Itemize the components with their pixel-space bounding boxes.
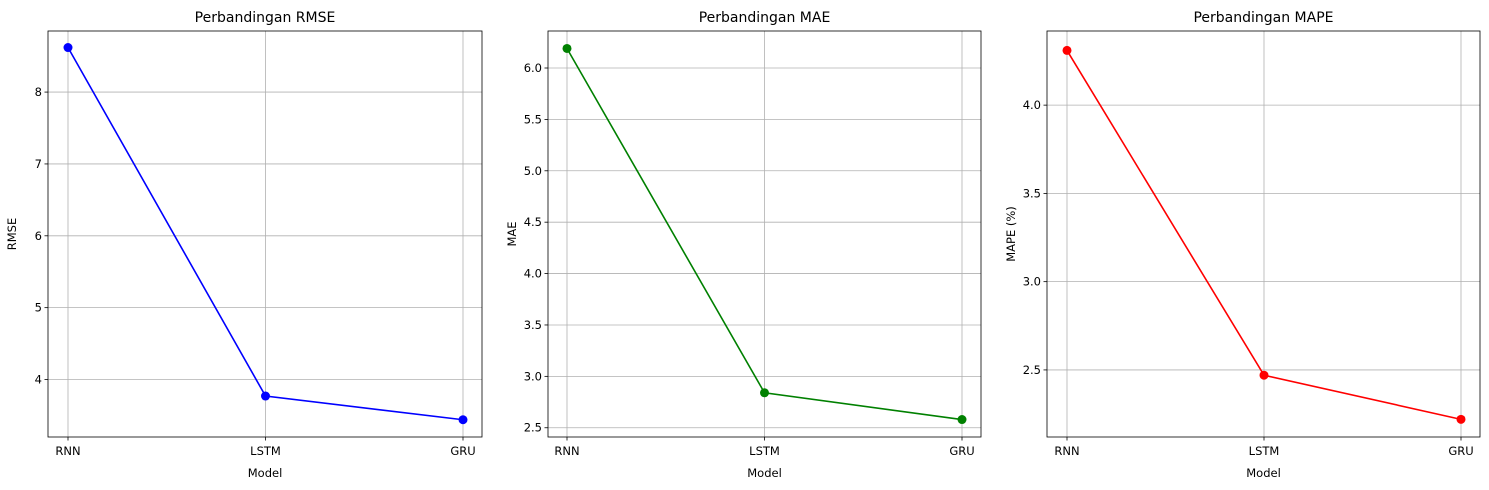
chart-title: Perbandingan RMSE (195, 10, 336, 26)
data-point-gru (458, 415, 468, 425)
y-tick-label: 7 (35, 157, 42, 171)
x-tick-label: GRU (1448, 444, 1473, 458)
x-tick-label: LSTM (1249, 444, 1280, 458)
y-tick-label: 2.5 (1023, 363, 1041, 377)
data-point-rnn (1062, 45, 1072, 55)
y-tick-label: 6.0 (524, 61, 542, 75)
y-tick-label: 5.0 (524, 164, 542, 178)
x-axis-label: Model (1246, 466, 1281, 480)
x-tick-label: RNN (1054, 444, 1079, 458)
y-axis-label: MAE (505, 221, 519, 246)
x-tick-label: GRU (949, 444, 974, 458)
x-tick-label: GRU (450, 444, 475, 458)
x-axis-label: Model (747, 466, 782, 480)
y-tick-label: 3.5 (524, 318, 542, 332)
y-tick-label: 3.5 (1023, 186, 1041, 200)
y-tick-label: 5 (35, 301, 42, 315)
x-tick-label: LSTM (250, 444, 281, 458)
data-point-lstm (1259, 370, 1269, 380)
data-point-rnn (63, 43, 73, 53)
rmse-chart: 4 5 6 7 8 RNN LSTM GRU Perbandingan RMSE Model RMS… (5, 10, 483, 480)
data-point-lstm (261, 391, 270, 401)
y-tick-label: 5.5 (524, 112, 542, 126)
y-tick-label: 6 (35, 229, 42, 243)
x-tick-label: LSTM (749, 444, 780, 458)
chart-title: Perbandingan MAE (699, 10, 831, 26)
y-tick-label: 3.0 (524, 369, 542, 383)
y-axis-label: RMSE (5, 218, 19, 250)
y-tick-label: 2.5 (524, 421, 542, 435)
x-tick-label: RNN (55, 444, 80, 458)
axes-frame (1046, 30, 1481, 438)
y-tick-label: 4.0 (524, 267, 542, 281)
y-tick-label: 4.5 (524, 215, 542, 229)
data-point-gru (957, 415, 967, 425)
y-tick-label: 3.0 (1023, 275, 1041, 289)
axes-frame (47, 30, 483, 438)
chart-title: Perbandingan MAPE (1193, 10, 1333, 26)
mape-chart: 2.5 3.0 3.5 4.0 RNN LSTM GRU Perbandingan MAPE M… (1004, 10, 1481, 480)
data-point-rnn (562, 43, 572, 53)
data-point-gru (1456, 414, 1466, 424)
mae-chart: 2.5 3.0 3.5 4.0 4.5 5.0 5.5 6.0 RNN LSTM GRU Perban… (505, 10, 982, 480)
y-tick-label: 4.0 (1023, 98, 1041, 112)
y-axis-label: MAPE (%) (1004, 206, 1018, 262)
x-tick-label: RNN (554, 444, 579, 458)
y-tick-label: 4 (35, 373, 42, 387)
data-point-lstm (760, 388, 769, 398)
y-tick-label: 8 (35, 85, 42, 99)
x-axis-label: Model (248, 466, 283, 480)
